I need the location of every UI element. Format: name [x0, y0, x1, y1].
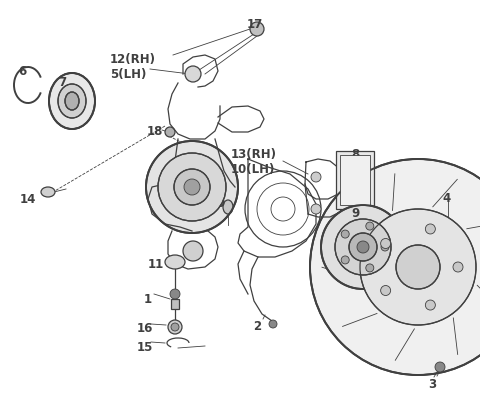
Ellipse shape [49, 74, 95, 130]
Circle shape [360, 209, 476, 325]
Text: 13(RH)
10(LH): 13(RH) 10(LH) [231, 148, 277, 176]
Text: 1: 1 [144, 292, 152, 305]
Circle shape [366, 223, 374, 231]
Text: 12(RH)
5(LH): 12(RH) 5(LH) [110, 53, 156, 81]
Circle shape [321, 205, 405, 289]
Text: 6: 6 [18, 65, 26, 78]
Circle shape [341, 231, 349, 239]
Circle shape [453, 262, 463, 272]
Circle shape [435, 362, 445, 372]
Bar [340, 156, 370, 205]
Text: 8: 8 [351, 148, 359, 160]
Circle shape [381, 239, 391, 249]
Circle shape [381, 243, 389, 251]
Circle shape [341, 256, 349, 264]
Circle shape [311, 172, 321, 182]
Circle shape [366, 264, 374, 272]
Circle shape [349, 233, 377, 261]
Circle shape [396, 245, 440, 289]
Ellipse shape [341, 209, 355, 219]
Ellipse shape [41, 188, 55, 198]
Text: 11: 11 [148, 257, 164, 270]
Text: 16: 16 [137, 321, 153, 334]
Ellipse shape [165, 255, 185, 269]
Circle shape [425, 225, 435, 234]
Text: 2: 2 [253, 319, 261, 332]
Circle shape [168, 320, 182, 334]
Circle shape [381, 286, 391, 296]
Ellipse shape [65, 93, 79, 111]
Text: 9: 9 [351, 207, 359, 219]
Ellipse shape [223, 200, 233, 215]
Text: 4: 4 [443, 192, 451, 205]
Circle shape [146, 142, 238, 233]
Text: 17: 17 [247, 18, 263, 31]
Circle shape [171, 323, 179, 331]
Text: 18: 18 [147, 125, 163, 138]
Circle shape [335, 219, 391, 275]
Ellipse shape [367, 217, 373, 222]
Text: 3: 3 [428, 377, 436, 390]
Text: 15: 15 [137, 340, 153, 353]
Circle shape [183, 241, 203, 261]
Text: 19: 19 [210, 196, 226, 209]
Circle shape [158, 154, 226, 221]
Circle shape [357, 241, 369, 253]
Text: 14: 14 [20, 192, 36, 205]
Circle shape [310, 160, 480, 375]
Text: 7: 7 [58, 76, 66, 89]
Circle shape [311, 205, 321, 215]
Circle shape [184, 180, 200, 196]
Ellipse shape [58, 85, 86, 119]
Circle shape [425, 300, 435, 310]
Circle shape [269, 320, 277, 328]
Circle shape [170, 289, 180, 299]
Circle shape [185, 67, 201, 83]
Circle shape [250, 23, 264, 37]
Circle shape [165, 128, 175, 138]
Bar [171, 299, 179, 309]
Bar [336, 152, 374, 209]
Circle shape [174, 170, 210, 205]
